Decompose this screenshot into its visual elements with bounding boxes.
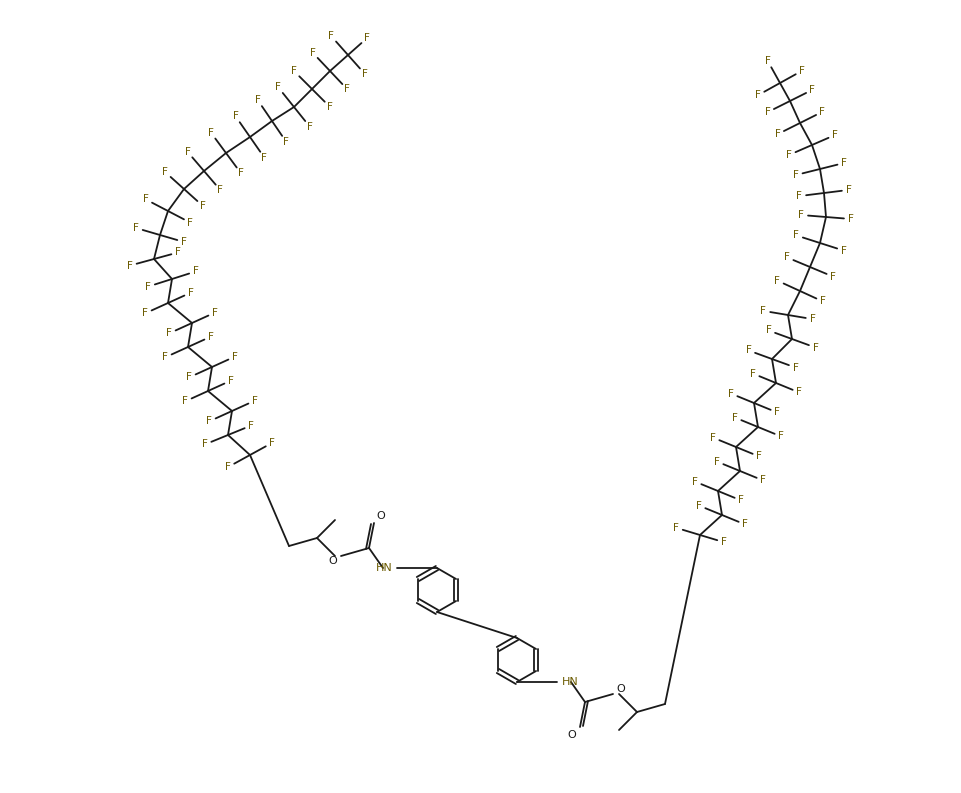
Text: F: F — [307, 121, 312, 132]
Text: F: F — [185, 147, 190, 157]
Text: O: O — [329, 556, 337, 566]
Text: F: F — [225, 462, 231, 472]
Text: F: F — [721, 537, 727, 547]
Text: F: F — [750, 369, 755, 378]
Text: F: F — [291, 67, 297, 76]
Text: F: F — [283, 136, 289, 147]
Text: F: F — [841, 158, 848, 168]
Text: F: F — [714, 457, 720, 466]
Text: F: F — [765, 107, 771, 117]
Text: F: F — [738, 496, 744, 505]
Text: F: F — [809, 85, 815, 95]
Text: F: F — [233, 112, 238, 121]
Text: F: F — [181, 237, 187, 247]
Text: F: F — [276, 82, 282, 93]
Text: F: F — [797, 191, 802, 201]
Text: F: F — [797, 388, 802, 397]
Text: F: F — [775, 129, 780, 140]
Text: F: F — [186, 373, 192, 382]
Text: F: F — [162, 352, 168, 362]
Text: F: F — [793, 170, 799, 180]
Text: F: F — [775, 276, 780, 285]
Text: F: F — [848, 214, 854, 224]
Text: F: F — [799, 66, 804, 76]
Text: F: F — [778, 431, 784, 442]
Text: F: F — [248, 420, 254, 431]
Text: F: F — [361, 69, 367, 79]
Text: F: F — [810, 314, 816, 324]
Text: F: F — [832, 130, 838, 140]
Text: F: F — [727, 389, 734, 399]
Text: O: O — [617, 684, 626, 694]
Text: F: F — [799, 210, 804, 220]
Text: F: F — [183, 396, 188, 406]
Text: F: F — [760, 306, 766, 316]
Text: F: F — [208, 331, 213, 342]
Text: F: F — [813, 343, 819, 353]
Text: F: F — [145, 282, 151, 292]
Text: F: F — [696, 500, 702, 511]
Text: F: F — [228, 376, 234, 385]
Text: F: F — [692, 477, 698, 487]
Text: F: F — [775, 408, 780, 417]
Text: F: F — [841, 246, 847, 255]
Text: F: F — [784, 252, 790, 262]
Text: F: F — [364, 33, 370, 44]
Text: F: F — [207, 416, 212, 427]
Text: F: F — [793, 231, 800, 240]
Text: F: F — [673, 523, 679, 533]
Text: O: O — [377, 511, 385, 521]
Text: F: F — [820, 297, 825, 306]
Text: F: F — [746, 346, 752, 355]
Text: F: F — [732, 412, 738, 423]
Text: F: F — [793, 362, 799, 373]
Text: F: F — [765, 56, 771, 66]
Text: F: F — [200, 201, 206, 211]
Text: F: F — [142, 308, 148, 318]
Text: F: F — [252, 396, 258, 406]
Text: F: F — [756, 451, 762, 462]
Text: F: F — [202, 439, 208, 450]
Text: F: F — [211, 308, 218, 318]
Text: F: F — [166, 328, 172, 339]
Text: F: F — [755, 90, 761, 100]
Text: F: F — [232, 351, 237, 362]
Text: F: F — [187, 217, 193, 228]
Text: F: F — [133, 223, 139, 233]
Text: F: F — [329, 31, 334, 41]
Text: F: F — [269, 438, 275, 448]
Text: HN: HN — [376, 563, 392, 573]
Text: F: F — [193, 266, 199, 277]
Text: F: F — [309, 48, 316, 58]
Text: F: F — [820, 107, 825, 117]
Text: F: F — [187, 288, 194, 297]
Text: F: F — [327, 102, 333, 112]
Text: F: F — [143, 194, 149, 205]
Text: F: F — [162, 167, 168, 178]
Text: F: F — [830, 272, 836, 282]
Text: F: F — [742, 519, 748, 530]
Text: F: F — [255, 95, 260, 105]
Text: F: F — [846, 185, 851, 195]
Text: F: F — [209, 128, 214, 138]
Text: F: F — [766, 325, 772, 335]
Text: F: F — [127, 261, 133, 270]
Text: F: F — [261, 152, 267, 163]
Text: F: F — [786, 150, 792, 160]
Text: F: F — [217, 185, 223, 195]
Text: F: F — [760, 476, 766, 485]
Text: HN: HN — [561, 677, 579, 687]
Text: O: O — [568, 730, 577, 740]
Text: F: F — [238, 168, 244, 178]
Text: F: F — [710, 432, 716, 442]
Text: F: F — [344, 84, 350, 94]
Text: F: F — [175, 247, 181, 258]
